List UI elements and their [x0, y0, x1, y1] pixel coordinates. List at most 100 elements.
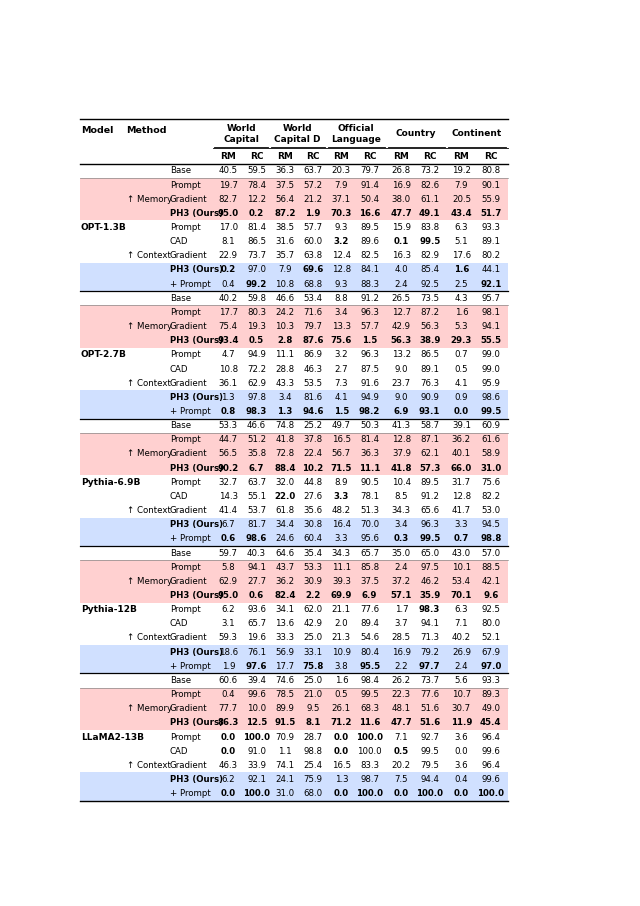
Text: ↑ Memory: ↑ Memory — [127, 323, 172, 331]
Text: 45.4: 45.4 — [480, 718, 501, 728]
Text: 36.3: 36.3 — [275, 167, 294, 176]
Text: 62.9: 62.9 — [219, 577, 238, 586]
Text: 1.1: 1.1 — [278, 747, 292, 756]
Text: 10.1: 10.1 — [452, 563, 471, 572]
Text: 0.0: 0.0 — [394, 789, 409, 798]
Text: 66.0: 66.0 — [451, 464, 472, 473]
Text: 87.5: 87.5 — [360, 364, 380, 373]
Text: Pythia-12B: Pythia-12B — [81, 605, 137, 614]
Text: 78.5: 78.5 — [275, 690, 294, 699]
Text: PH3 (Ours): PH3 (Ours) — [170, 265, 223, 275]
Text: 9.3: 9.3 — [335, 223, 348, 232]
Text: 40.5: 40.5 — [219, 167, 238, 176]
Text: 12.2: 12.2 — [247, 195, 266, 204]
Text: 36.3: 36.3 — [360, 449, 380, 458]
Text: 61.1: 61.1 — [420, 195, 439, 204]
Text: 37.9: 37.9 — [392, 449, 411, 458]
Text: 80.0: 80.0 — [481, 620, 500, 629]
Text: 22.0: 22.0 — [274, 492, 296, 501]
Text: 0.7: 0.7 — [454, 535, 469, 544]
Text: 28.5: 28.5 — [392, 633, 411, 642]
Text: 7.5: 7.5 — [395, 775, 408, 784]
Text: 7.1: 7.1 — [395, 733, 408, 742]
Text: OPT-2.7B: OPT-2.7B — [81, 351, 127, 360]
Text: 6.7: 6.7 — [249, 464, 264, 473]
Text: 54.6: 54.6 — [360, 633, 380, 642]
Text: CAD: CAD — [170, 620, 188, 629]
Text: 97.8: 97.8 — [247, 393, 266, 402]
Text: 33.1: 33.1 — [303, 648, 323, 657]
Text: 31.0: 31.0 — [480, 464, 501, 473]
Text: 9.5: 9.5 — [307, 704, 320, 713]
Text: 5.8: 5.8 — [221, 563, 235, 572]
Text: 35.9: 35.9 — [419, 591, 440, 600]
Text: 3.4: 3.4 — [335, 308, 348, 317]
Text: 75.6: 75.6 — [331, 336, 352, 345]
Text: 89.1: 89.1 — [481, 237, 500, 246]
Text: 22.9: 22.9 — [219, 251, 238, 260]
Text: 75.9: 75.9 — [303, 775, 323, 784]
Text: PH3 (Ours): PH3 (Ours) — [170, 393, 223, 402]
Bar — [80, 773, 508, 786]
Text: 72.8: 72.8 — [275, 449, 294, 458]
Text: 98.6: 98.6 — [246, 535, 268, 544]
Text: 12.8: 12.8 — [452, 492, 471, 501]
Text: 41.7: 41.7 — [452, 506, 471, 516]
Text: Prompt: Prompt — [170, 436, 200, 444]
Text: 85.4: 85.4 — [420, 265, 439, 275]
Text: 82.5: 82.5 — [360, 251, 380, 260]
Text: 41.3: 41.3 — [392, 421, 411, 430]
Text: 97.6: 97.6 — [246, 661, 268, 670]
Text: 10.7: 10.7 — [452, 690, 471, 699]
Text: 19.3: 19.3 — [247, 323, 266, 331]
Text: Prompt: Prompt — [170, 351, 200, 360]
Text: 17.0: 17.0 — [219, 223, 238, 232]
Text: Prompt: Prompt — [170, 733, 200, 742]
Text: 17.7: 17.7 — [219, 308, 238, 317]
Text: 10.4: 10.4 — [392, 477, 411, 487]
Text: 55.5: 55.5 — [480, 336, 501, 345]
Text: 0.3: 0.3 — [394, 535, 409, 544]
Text: 70.9: 70.9 — [275, 733, 294, 742]
Text: 98.3: 98.3 — [246, 407, 268, 416]
Text: 69.6: 69.6 — [303, 265, 324, 275]
Text: 87.2: 87.2 — [274, 209, 296, 217]
Text: 93.1: 93.1 — [419, 407, 440, 416]
Text: PH3 (Ours): PH3 (Ours) — [170, 209, 223, 217]
Text: 1.5: 1.5 — [334, 407, 349, 416]
Text: 37.8: 37.8 — [303, 436, 323, 444]
Text: 99.2: 99.2 — [246, 280, 268, 289]
Text: RC: RC — [307, 151, 320, 160]
Text: 3.3: 3.3 — [454, 520, 468, 529]
Text: 93.3: 93.3 — [481, 223, 500, 232]
Text: 12.4: 12.4 — [332, 251, 351, 260]
Text: 0.6: 0.6 — [249, 591, 264, 600]
Bar — [80, 517, 508, 532]
Text: ↑ Context: ↑ Context — [127, 251, 170, 260]
Text: 91.6: 91.6 — [360, 379, 379, 388]
Text: 78.1: 78.1 — [360, 492, 380, 501]
Text: 10.8: 10.8 — [219, 364, 238, 373]
Text: 89.6: 89.6 — [360, 237, 379, 246]
Text: 0.4: 0.4 — [221, 280, 235, 289]
Text: 6.2: 6.2 — [221, 775, 235, 784]
Text: 22.3: 22.3 — [392, 690, 411, 699]
Text: 79.2: 79.2 — [420, 648, 439, 657]
Text: 35.8: 35.8 — [247, 449, 266, 458]
Text: 13.3: 13.3 — [332, 323, 351, 331]
Text: 35.7: 35.7 — [275, 251, 294, 260]
Text: 94.6: 94.6 — [302, 407, 324, 416]
Text: 27.7: 27.7 — [247, 577, 266, 586]
Text: RM: RM — [454, 151, 469, 160]
Text: 3.4: 3.4 — [395, 520, 408, 529]
Text: 53.7: 53.7 — [247, 506, 266, 516]
Text: 81.4: 81.4 — [247, 223, 266, 232]
Text: 61.6: 61.6 — [481, 436, 500, 444]
Text: 76.3: 76.3 — [420, 379, 439, 388]
Text: 51.6: 51.6 — [419, 718, 440, 728]
Text: 25.4: 25.4 — [303, 761, 323, 770]
Text: 88.5: 88.5 — [481, 563, 500, 572]
Text: 16.9: 16.9 — [392, 180, 411, 189]
Text: 91.2: 91.2 — [360, 294, 379, 303]
Text: OPT-1.3B: OPT-1.3B — [81, 223, 127, 232]
